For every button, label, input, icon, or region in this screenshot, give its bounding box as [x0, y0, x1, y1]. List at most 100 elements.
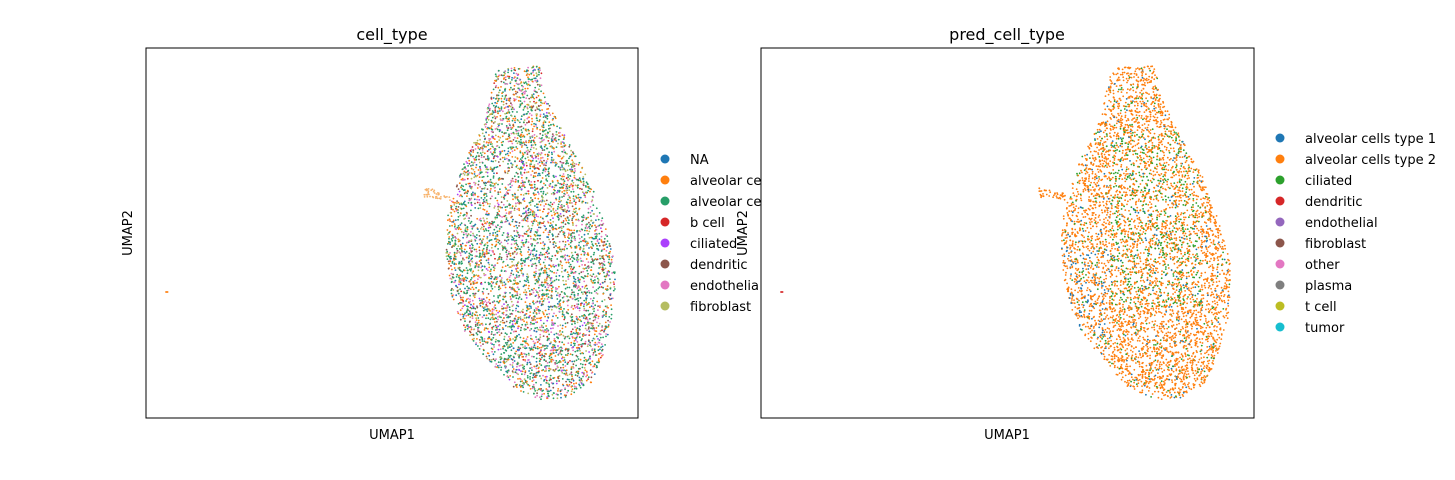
- data-point: [495, 98, 497, 100]
- data-point: [582, 384, 585, 386]
- data-point: [570, 366, 573, 368]
- data-point: [583, 238, 586, 240]
- data-point: [490, 185, 492, 187]
- data-point: [479, 324, 481, 326]
- data-point: [537, 179, 539, 182]
- data-point: [564, 287, 567, 290]
- data-point: [467, 190, 469, 193]
- data-point: [589, 363, 592, 366]
- data-point: [496, 259, 499, 261]
- data-point: [556, 258, 559, 260]
- data-point: [558, 380, 560, 382]
- data-point: [492, 88, 495, 91]
- data-point: [515, 224, 518, 227]
- data-point: [512, 264, 515, 267]
- data-point: [528, 361, 531, 364]
- data-point: [591, 339, 594, 342]
- data-point: [535, 336, 537, 338]
- data-point: [553, 147, 555, 150]
- data-point: [478, 173, 481, 176]
- data-point: [522, 153, 525, 156]
- data-point: [548, 229, 551, 232]
- data-point: [587, 309, 590, 312]
- data-point: [467, 165, 469, 167]
- data-point: [551, 358, 554, 361]
- data-point: [576, 327, 579, 330]
- data-point: [478, 264, 480, 266]
- data-point: [502, 117, 505, 120]
- data-point: [539, 336, 542, 339]
- data-point: [584, 229, 586, 232]
- data-point: [524, 379, 527, 382]
- data-point: [581, 324, 584, 327]
- data-point: [609, 287, 612, 290]
- data-point: [561, 164, 563, 167]
- data-point: [554, 346, 557, 349]
- data-point: [526, 376, 529, 379]
- data-point: [514, 246, 517, 249]
- data-point: [558, 375, 561, 377]
- data-point: [554, 212, 557, 215]
- data-point: [612, 255, 614, 258]
- data-point: [557, 216, 560, 219]
- data-point: [459, 223, 462, 226]
- data-point: [556, 212, 559, 215]
- data-point: [534, 262, 537, 265]
- data-point: [508, 133, 510, 136]
- data-point: [567, 275, 569, 278]
- data-point: [510, 243, 513, 246]
- data-point: [521, 267, 524, 270]
- data-point: [521, 343, 524, 346]
- data-point: [584, 342, 586, 345]
- data-point: [479, 207, 482, 209]
- data-point: [531, 93, 533, 96]
- data-point: [577, 258, 580, 261]
- data-point: [590, 255, 592, 258]
- data-point: [575, 364, 577, 367]
- data-point: [459, 277, 461, 280]
- data-point: [539, 343, 542, 345]
- data-point: [509, 254, 512, 257]
- data-point: [563, 205, 565, 207]
- data-point: [485, 341, 487, 343]
- data-point: [535, 65, 538, 68]
- data-point: [515, 239, 518, 242]
- data-point: [551, 214, 553, 217]
- data-point: [454, 201, 456, 204]
- data-point: [530, 163, 532, 166]
- data-point: [492, 353, 495, 356]
- data-point: [557, 142, 559, 145]
- data-point: [516, 77, 519, 79]
- data-point: [470, 201, 473, 204]
- data-point: [478, 155, 480, 158]
- data-point: [480, 262, 482, 265]
- data-point: [605, 326, 608, 329]
- data-point: [579, 248, 581, 250]
- data-point: [594, 233, 596, 236]
- data-point: [509, 321, 511, 324]
- data-point: [507, 106, 509, 108]
- data-point: [588, 225, 591, 228]
- data-point: [527, 128, 530, 131]
- data-point: [525, 291, 528, 294]
- data-point: [544, 225, 546, 228]
- data-point: [496, 128, 499, 131]
- data-point: [608, 316, 611, 318]
- data-point: [469, 280, 471, 282]
- data-point: [584, 340, 587, 343]
- data-point: [571, 217, 574, 220]
- data-point: [523, 185, 525, 188]
- data-point: [480, 243, 482, 246]
- data-point: [561, 206, 563, 209]
- data-point: [488, 109, 491, 112]
- data-point: [609, 293, 612, 296]
- data-point: [498, 331, 500, 333]
- data-point: [502, 347, 504, 350]
- data-point: [536, 167, 539, 170]
- data-point: [471, 247, 473, 250]
- data-point: [553, 370, 556, 373]
- data-point: [485, 141, 488, 144]
- data-point: [515, 330, 517, 333]
- data-point: [462, 283, 465, 286]
- data-point: [505, 358, 507, 361]
